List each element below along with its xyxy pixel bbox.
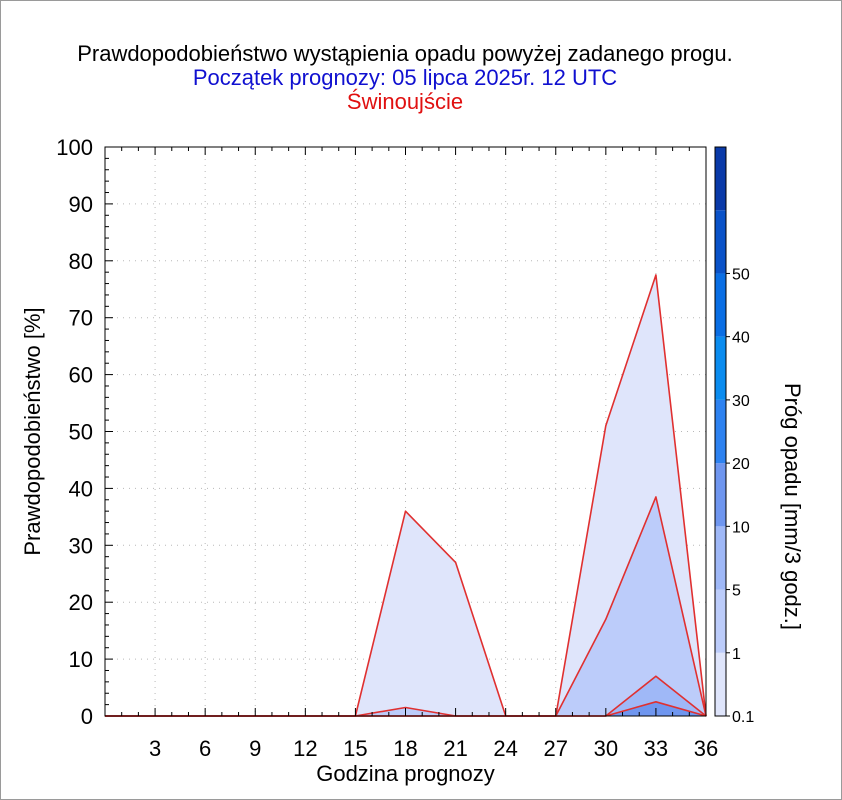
colorbar-band (715, 147, 726, 211)
colorbar-label: 50 (732, 266, 750, 283)
x-tick-label: 24 (493, 736, 517, 761)
colorbar-label: 40 (732, 330, 750, 347)
x-axis-label: Godzina prognozy (316, 761, 495, 786)
colorbar-label: 1 (732, 646, 741, 663)
colorbar-band (715, 210, 726, 274)
colorbar-title: Próg opadu [mm/3 godz.] (780, 383, 805, 630)
y-tick-label: 60 (69, 363, 93, 388)
colorbar-border (714, 146, 727, 717)
colorbar-label: 0.1 (732, 709, 754, 726)
x-tick-label: 3 (149, 736, 161, 761)
y-tick-label: 70 (69, 306, 93, 331)
y-tick-label: 10 (69, 647, 93, 672)
colorbar-band (715, 463, 726, 527)
colorbar-band (715, 589, 726, 653)
x-tick-label: 18 (393, 736, 417, 761)
colorbar-label: 10 (732, 519, 750, 536)
y-tick-label: 90 (69, 192, 93, 217)
chart-location: Świnoujście (346, 89, 464, 114)
x-tick-label: 9 (249, 736, 261, 761)
x-tick-label: 27 (544, 736, 568, 761)
colorbar-band (715, 526, 726, 590)
y-axis-label: Prawdopodobieństwo [%] (20, 307, 45, 555)
y-tick-label: 50 (69, 420, 93, 445)
x-tick-label: 30 (594, 736, 618, 761)
colorbar-band (715, 399, 726, 464)
x-tick-label: 36 (694, 736, 718, 761)
y-tick-label: 0 (81, 704, 93, 729)
colorbar-band (715, 336, 726, 400)
chart-titles: Prawdopodobieństwo wystąpienia opadu pow… (0, 42, 810, 114)
chart-subtitle: Początek prognozy: 05 lipca 2025r. 12 UT… (192, 65, 618, 90)
colorbar-label: 20 (732, 456, 750, 473)
x-tick-label: 6 (199, 736, 211, 761)
colorbar-band (715, 652, 726, 716)
x-tick-label: 21 (443, 736, 467, 761)
area-threshold-3 (105, 701, 706, 716)
y-tick-label: 100 (56, 135, 93, 160)
colorbar-label: 5 (732, 583, 741, 600)
chart-title: Prawdopodobieństwo wystąpienia opadu pow… (77, 41, 733, 66)
y-tick-label: 40 (69, 476, 93, 501)
colorbar-band (715, 273, 726, 337)
y-tick-label: 20 (69, 590, 93, 615)
y-tick-label: 30 (69, 533, 93, 558)
x-tick-label: 12 (293, 736, 317, 761)
y-tick-label: 80 (69, 249, 93, 274)
x-tick-label: 33 (644, 736, 668, 761)
x-tick-label: 15 (343, 736, 367, 761)
colorbar-label: 30 (732, 393, 750, 410)
